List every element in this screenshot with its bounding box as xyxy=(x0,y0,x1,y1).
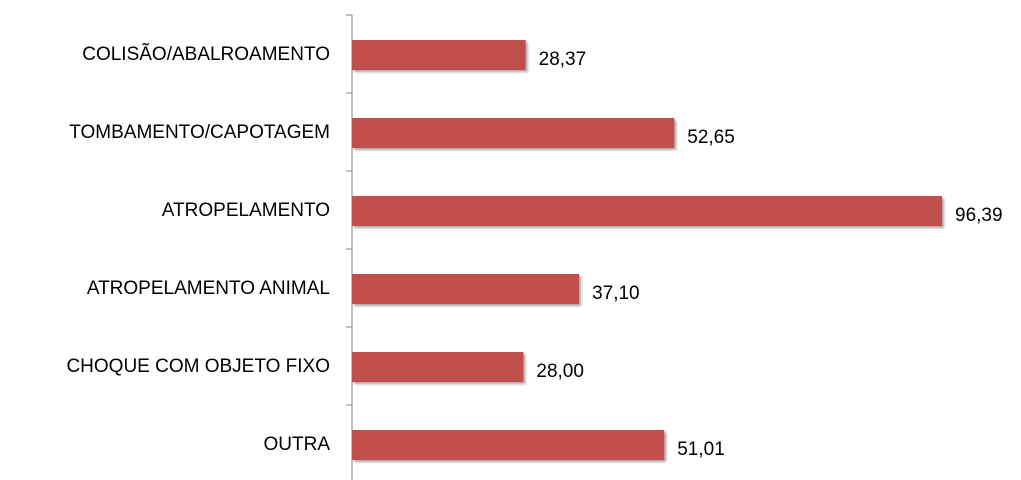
bar xyxy=(352,352,524,382)
bar xyxy=(352,40,526,70)
category-label: COLISÃO/ABALROAMENTO xyxy=(82,43,330,65)
bar xyxy=(352,196,942,226)
category-label: CHOQUE COM OBJETO FIXO xyxy=(66,356,330,377)
value-label: 51,01 xyxy=(677,439,725,460)
bar xyxy=(352,274,580,304)
category-label: OUTRA xyxy=(264,434,331,455)
category-label: ATROPELAMENTO xyxy=(162,200,330,221)
value-label: 28,00 xyxy=(536,361,584,382)
category-label: ATROPELAMENTO ANIMAL xyxy=(87,278,330,299)
value-label: 28,37 xyxy=(539,49,587,70)
bar xyxy=(352,118,675,148)
value-label: 37,10 xyxy=(592,283,640,304)
bar xyxy=(352,430,665,460)
value-label: 52,65 xyxy=(687,127,735,148)
value-label: 96,39 xyxy=(955,205,1003,226)
category-label: TOMBAMENTO/CAPOTAGEM xyxy=(69,122,330,143)
plot-area: COLISÃO/ABALROAMENTO 28,37 TOMBAMENTO/CAPO… xyxy=(66,14,1003,480)
